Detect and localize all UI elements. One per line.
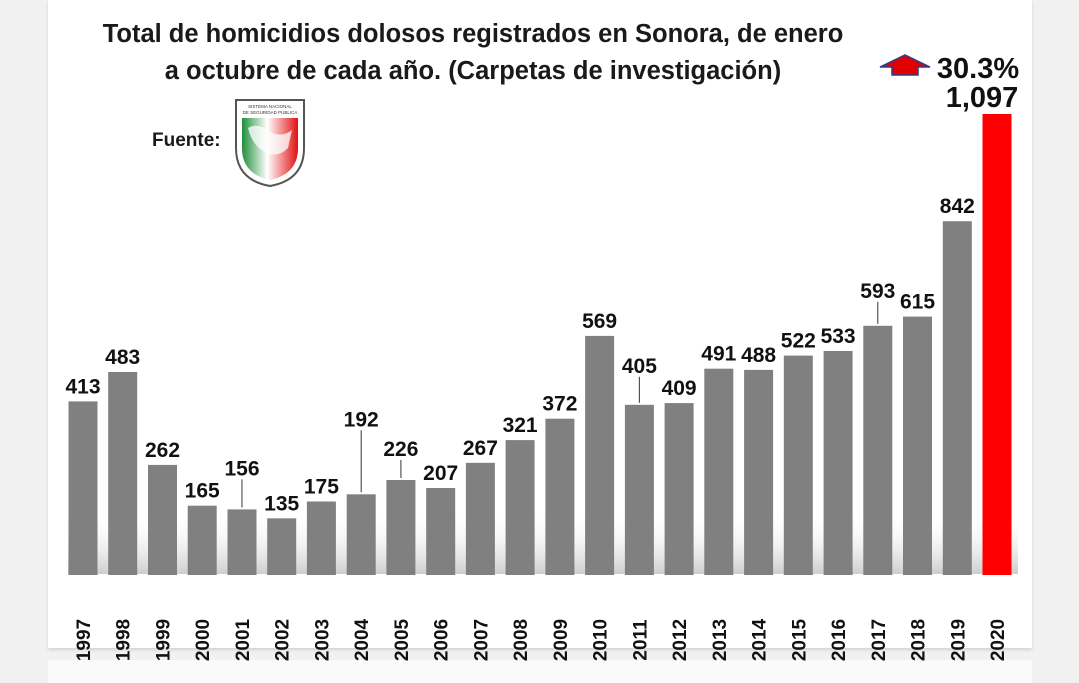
value-label-2005: 226: [383, 438, 418, 461]
x-tick-label-2017: 2017: [869, 619, 890, 661]
x-tick-label-1998: 1998: [114, 619, 135, 661]
value-label-2009: 372: [542, 393, 577, 416]
value-label-2000: 165: [185, 480, 220, 503]
x-tick-label-1999: 1999: [154, 619, 175, 661]
source-label: Fuente:: [152, 130, 221, 151]
value-label-2002: 135: [264, 492, 299, 515]
bottom-strip: [48, 660, 1032, 683]
bar-1997: [68, 401, 98, 575]
x-tick-label-2000: 2000: [193, 619, 214, 661]
seal-text-line1: SISTEMA NACIONAL: [248, 104, 292, 109]
x-tick-label-2003: 2003: [312, 619, 333, 661]
increase-indicator: 30.3%: [879, 53, 1019, 85]
bar-2001: [227, 509, 257, 575]
value-label-2016: 533: [821, 325, 856, 348]
floor-shadow: [68, 512, 1018, 574]
bar-2002: [267, 518, 297, 575]
bar-2000: [187, 505, 217, 575]
x-tick-label-2007: 2007: [471, 619, 492, 661]
x-tick-label-2014: 2014: [750, 618, 771, 661]
x-tick-label-2001: 2001: [233, 618, 254, 661]
bar-2018: [903, 316, 932, 575]
x-tick-label-2010: 2010: [591, 619, 612, 661]
change-percent-label: 30.3%: [937, 53, 1019, 85]
value-label-1997: 413: [65, 375, 100, 398]
bar-2013: [704, 368, 734, 575]
value-label-2013: 491: [701, 343, 736, 366]
value-label-2007: 267: [463, 437, 498, 460]
x-tick-label-2008: 2008: [511, 619, 532, 661]
value-label-2020: 1,097: [946, 82, 1019, 114]
x-tick-label-2004: 2004: [352, 618, 373, 661]
x-tick-label-2016: 2016: [829, 619, 850, 661]
x-tick-label-2002: 2002: [273, 619, 294, 661]
bar-2004: [346, 494, 376, 575]
bar-1999: [148, 464, 177, 575]
bar-2010: [585, 335, 615, 575]
bar-2008: [505, 440, 535, 575]
x-tick-label-2011: 2011: [630, 619, 651, 661]
value-label-2011: 405: [622, 355, 657, 378]
chart-title-line1: Total de homicidios dolosos registrados …: [103, 20, 844, 48]
bar-2011: [624, 404, 654, 575]
value-label-2001: 156: [224, 457, 259, 480]
value-label-2014: 488: [741, 344, 776, 367]
increase-arrow-icon: [879, 54, 931, 76]
value-label-2019: 842: [940, 195, 975, 218]
x-tick-label-2009: 2009: [551, 619, 572, 661]
value-label-1999: 262: [145, 439, 180, 462]
x-tick-label-2018: 2018: [909, 619, 930, 661]
bar-2015: [783, 355, 813, 575]
bar-2006: [426, 488, 456, 575]
bar-2007: [465, 462, 495, 575]
x-tick-label-2005: 2005: [392, 618, 413, 661]
value-label-2017: 593: [860, 280, 895, 303]
x-tick-label-2020: 2020: [988, 619, 1009, 661]
x-tick-label-2013: 2013: [710, 619, 731, 661]
x-tick-label-2019: 2019: [948, 619, 969, 661]
bar-2019: [942, 221, 972, 575]
bar-2016: [823, 351, 853, 575]
value-label-2015: 522: [781, 330, 816, 353]
chart-title-line2: a octubre de cada año. (Carpetas de inve…: [165, 57, 781, 85]
bar-2014: [744, 369, 774, 575]
x-tick-label-1997: 1997: [74, 619, 95, 661]
bar-2012: [664, 403, 694, 575]
bar-2020: [982, 114, 1012, 575]
x-tick-label-2015: 2015: [789, 618, 810, 661]
value-label-2008: 321: [503, 414, 538, 437]
value-label-1998: 483: [105, 346, 140, 369]
value-label-2010: 569: [582, 310, 617, 333]
x-tick-label-2012: 2012: [670, 619, 691, 661]
value-label-2006: 207: [423, 462, 458, 485]
value-label-2018: 615: [900, 291, 935, 314]
bar-2009: [545, 418, 575, 575]
value-label-2003: 175: [304, 476, 339, 499]
x-tick-label-2006: 2006: [432, 619, 453, 661]
value-label-2012: 409: [662, 377, 697, 400]
bar-2017: [863, 325, 893, 575]
bar-1998: [108, 372, 138, 575]
bar-2003: [306, 501, 336, 575]
seal-text-line2: DE SEGURIDAD PÚBLICA: [243, 109, 298, 115]
bar-2005: [386, 480, 416, 575]
sesnsp-seal-logo: SISTEMA NACIONAL DE SEGURIDAD PÚBLICA: [235, 99, 305, 188]
value-label-2004: 192: [344, 408, 379, 431]
